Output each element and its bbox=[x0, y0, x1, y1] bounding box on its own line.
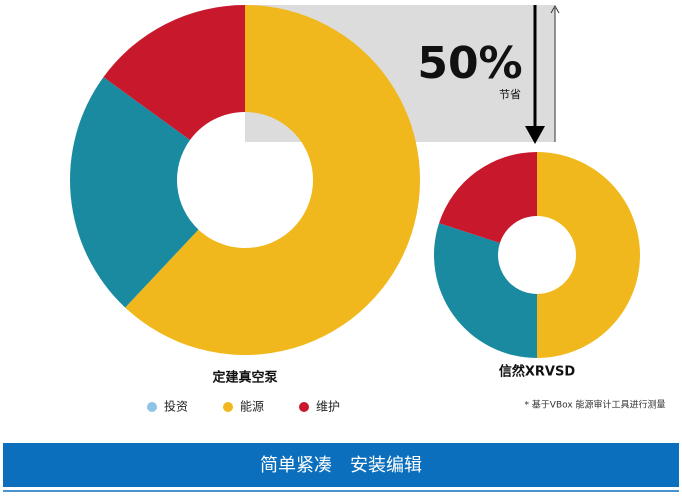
footnote: * 基于VBox 能源审计工具进行测量 bbox=[524, 399, 665, 411]
legend-swatch bbox=[223, 402, 233, 412]
donut-slice bbox=[125, 5, 421, 356]
chart-title: 信然XRVSD bbox=[499, 364, 575, 380]
legend-label: 能源 bbox=[240, 400, 264, 414]
banner bbox=[3, 443, 679, 487]
legend-label: 投资 bbox=[164, 399, 188, 414]
banner-text: 简单紧凑 安装编辑 bbox=[260, 455, 422, 476]
legend-label: 维护 bbox=[316, 400, 340, 414]
donut-slice bbox=[103, 5, 245, 141]
donut-slice bbox=[537, 152, 640, 358]
donut-slice bbox=[439, 152, 537, 243]
chart-title: 定建真空泵 bbox=[211, 370, 277, 386]
saving-label: 节省 bbox=[499, 88, 521, 101]
donut-slice bbox=[70, 77, 199, 308]
legend-swatch bbox=[299, 402, 309, 412]
arrow-head bbox=[525, 126, 545, 144]
saving-value: 50% bbox=[417, 38, 522, 89]
reference-head bbox=[550, 4, 560, 14]
donut-slice bbox=[433, 223, 537, 358]
legend-swatch bbox=[147, 402, 157, 412]
